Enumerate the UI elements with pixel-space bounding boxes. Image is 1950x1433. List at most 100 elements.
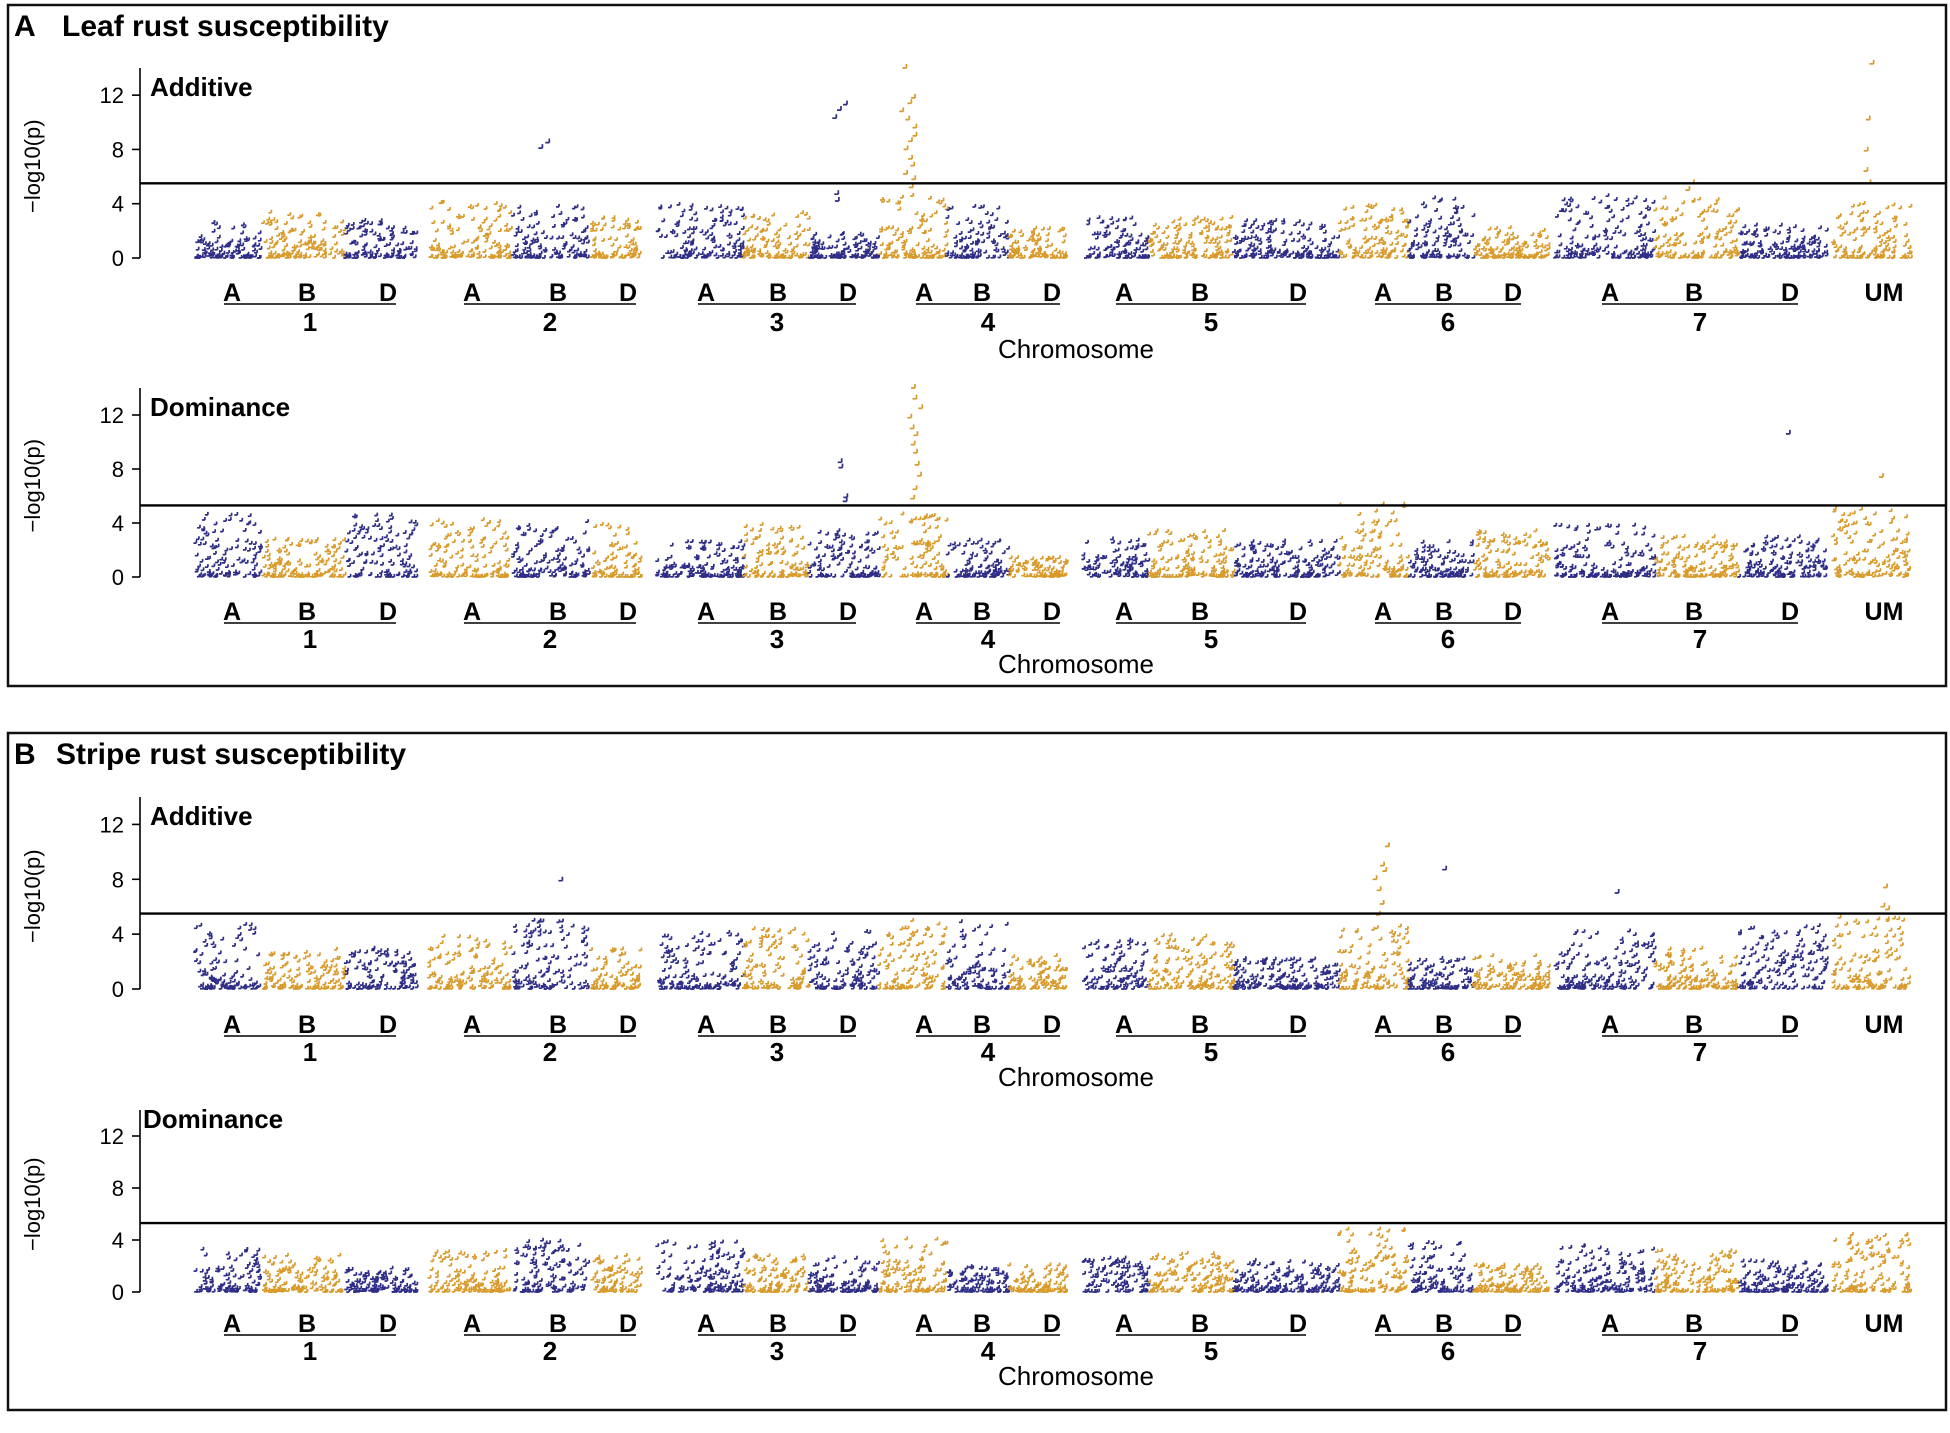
snp-point	[1672, 251, 1677, 256]
snp-point	[852, 236, 857, 241]
snp-point	[1487, 246, 1492, 251]
snp-point	[350, 222, 355, 226]
snp-point	[1483, 566, 1487, 571]
snp-point	[795, 236, 799, 241]
snp-point	[1591, 562, 1595, 567]
snp-point	[1495, 548, 1499, 552]
snp-point	[257, 237, 262, 242]
snp-point	[865, 554, 870, 559]
snp-point	[361, 534, 366, 539]
snp-point	[465, 253, 470, 258]
snp-point	[497, 244, 502, 249]
snp-point	[741, 213, 745, 218]
snp-point	[407, 568, 412, 573]
snp-point	[250, 559, 255, 564]
snp-point	[372, 523, 377, 527]
snp-point	[1764, 232, 1769, 237]
snp-point	[1122, 248, 1127, 253]
snp-point	[1615, 225, 1619, 230]
snp-point	[780, 546, 785, 551]
snp-point	[656, 228, 661, 232]
snp-point	[266, 556, 271, 561]
snp-point	[775, 239, 780, 244]
snp-point	[1713, 243, 1718, 248]
panel-b-frame	[6, 731, 1948, 1412]
snp-point	[1715, 197, 1720, 202]
snp-point	[213, 521, 218, 526]
snp-point	[751, 249, 756, 254]
snp-point	[1250, 229, 1255, 234]
snp-point	[1510, 236, 1515, 241]
snp-point	[1042, 567, 1046, 572]
snp-point	[1267, 543, 1272, 548]
snp-point	[1157, 239, 1162, 243]
snp-point	[1730, 213, 1735, 218]
snp-point	[1444, 226, 1448, 231]
snp-point	[838, 254, 843, 259]
snp-point	[1283, 572, 1288, 577]
snp-point	[1007, 233, 1012, 238]
snp-point	[1388, 518, 1393, 523]
snp-point	[318, 242, 323, 247]
snp-point	[216, 234, 221, 239]
snp-point	[826, 564, 831, 568]
snp-point	[411, 231, 416, 235]
snp-point	[503, 562, 508, 567]
snp-point	[1777, 230, 1781, 235]
snp-point	[624, 544, 628, 549]
snp-point	[527, 248, 532, 252]
segment-1B	[261, 209, 347, 259]
snp-point	[212, 529, 217, 534]
snp-point	[986, 234, 991, 239]
snp-point	[1494, 246, 1499, 251]
snp-point	[759, 562, 763, 567]
snp-point	[1600, 567, 1605, 571]
snp-point	[1891, 202, 1896, 207]
snp-point	[513, 232, 518, 237]
snp-point	[921, 552, 925, 557]
snp-point	[983, 249, 988, 254]
snp-point	[1149, 243, 1154, 247]
snp-point	[702, 254, 707, 259]
snp-point	[274, 219, 279, 224]
snp-point	[1524, 542, 1529, 547]
peak-point-4A	[905, 115, 911, 121]
snp-point	[1036, 232, 1040, 237]
snp-point	[656, 569, 660, 574]
snp-point	[432, 568, 437, 573]
snp-point	[499, 535, 504, 540]
snp-point	[229, 254, 234, 259]
snp-point	[411, 574, 416, 578]
snp-point	[755, 555, 760, 560]
y-tick-label: 8	[112, 137, 124, 162]
snp-point	[379, 536, 384, 541]
snp-point	[921, 245, 926, 250]
snp-point	[680, 245, 684, 249]
snp-point	[761, 236, 766, 241]
snp-point	[1792, 224, 1797, 229]
snp-point	[549, 572, 553, 577]
snp-point	[1120, 561, 1125, 566]
snp-point	[769, 570, 774, 575]
snp-point	[928, 563, 932, 567]
snp-point	[376, 232, 381, 237]
snp-point	[1619, 218, 1624, 223]
snp-point	[532, 567, 536, 572]
snp-point	[439, 249, 444, 254]
snp-point	[1707, 204, 1712, 209]
snp-point	[661, 218, 666, 223]
snp-point	[533, 528, 538, 533]
snp-point	[1713, 201, 1718, 205]
snp-point	[1309, 253, 1314, 258]
snp-point	[733, 240, 738, 245]
snp-point	[206, 253, 211, 257]
snp-point	[514, 573, 518, 578]
snp-point	[1457, 223, 1462, 227]
snp-point	[488, 253, 492, 258]
snp-point	[614, 248, 619, 253]
snp-point	[219, 244, 224, 249]
snp-point	[239, 559, 244, 564]
snp-point	[331, 553, 335, 558]
snp-point	[465, 238, 470, 243]
snp-point	[1569, 235, 1574, 240]
